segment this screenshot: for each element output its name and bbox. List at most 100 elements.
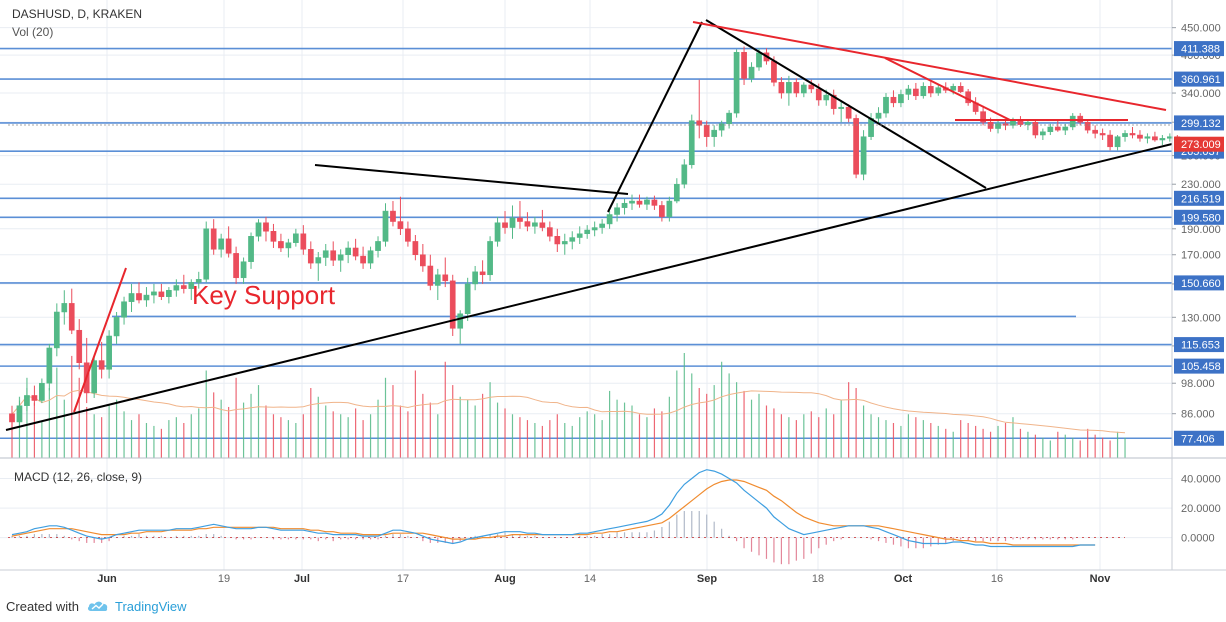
candle [599, 219, 605, 234]
level-label [1174, 41, 1224, 57]
footer: Created with TradingView [0, 590, 1226, 622]
candle [1054, 120, 1061, 132]
level-labels: 411.388360.961299.132265.037216.519199.5… [1174, 41, 1224, 446]
level-label [1174, 190, 1224, 206]
candle [61, 290, 68, 325]
candle [621, 198, 628, 215]
time-axis[interactable]: Jun 19 Jul 17 Aug 14 Sep 18 Oct 16 Nov [97, 573, 1111, 585]
tradingview-cloud-icon[interactable] [87, 599, 109, 613]
candle [651, 195, 658, 210]
candle [322, 244, 329, 266]
volume-label: Vol (20) [12, 25, 53, 39]
candle [487, 236, 493, 281]
candle [1144, 133, 1151, 144]
candle [778, 77, 785, 99]
price-tick-label: 450.000 [1181, 23, 1221, 35]
candle [166, 287, 172, 304]
candle [927, 81, 934, 98]
candle [278, 233, 284, 253]
candle [681, 159, 688, 189]
candle [673, 178, 680, 204]
early-rally-trendline [73, 267, 127, 413]
candle [472, 265, 478, 291]
date-tick-label: Aug [494, 573, 515, 585]
level-label-text: 105.458 [1181, 361, 1221, 373]
level-label-text: 411.388 [1181, 44, 1220, 56]
candle [509, 205, 516, 239]
candle [180, 274, 187, 294]
candle [711, 125, 718, 147]
level-label [1174, 115, 1224, 131]
candle [16, 400, 23, 428]
candle [39, 378, 45, 404]
candle [53, 303, 60, 357]
candle [24, 388, 30, 411]
price-tick-label: 340.000 [1181, 88, 1221, 100]
candle [606, 211, 613, 229]
candle [576, 226, 583, 245]
candle [158, 283, 165, 301]
candle [1062, 123, 1069, 136]
candle [1107, 130, 1113, 151]
date-tick-label: Nov [1090, 573, 1112, 585]
candle [786, 75, 792, 106]
candle [845, 104, 852, 123]
price-tick-label: 190.000 [1181, 224, 1221, 236]
candle [561, 233, 568, 255]
candle [532, 216, 538, 234]
candle [1047, 123, 1054, 136]
candle [793, 78, 800, 98]
candle [464, 277, 471, 321]
candle [494, 216, 501, 247]
created-with-text: Created with [6, 598, 79, 614]
candle [1122, 130, 1128, 142]
current-price-label-text: 273.009 [1181, 139, 1221, 151]
short-descending-trendline [884, 57, 1011, 121]
candle [106, 330, 112, 379]
candle [591, 221, 598, 237]
candle [218, 233, 225, 258]
candle [397, 196, 404, 236]
candle [1032, 119, 1039, 139]
level-label-text: 115.653 [1181, 340, 1220, 352]
tradingview-brand[interactable]: TradingView [114, 598, 187, 614]
macd-tick-label: 0.0000 [1181, 533, 1215, 545]
candle [748, 62, 755, 83]
level-label [1174, 358, 1224, 374]
candle [898, 89, 904, 108]
macd-line [11, 469, 1096, 548]
candle [91, 356, 98, 398]
candle [248, 232, 254, 269]
candle [830, 89, 837, 115]
current-price-label [1174, 136, 1224, 152]
candle [913, 82, 919, 101]
candle [905, 84, 912, 101]
candle [629, 194, 635, 210]
decline-trendline [705, 19, 987, 189]
candle [718, 120, 725, 137]
candle [584, 225, 591, 239]
candle [1099, 128, 1106, 141]
level-label-text: 150.660 [1181, 278, 1221, 290]
candle [9, 405, 15, 431]
candle [920, 82, 927, 99]
date-tick-label: 19 [218, 573, 230, 585]
candle [853, 114, 859, 179]
candle [293, 228, 299, 247]
candle [345, 241, 351, 264]
candle [352, 238, 359, 261]
candle [46, 343, 53, 391]
level-label-text: 299.132 [1181, 118, 1221, 130]
candle [980, 105, 986, 126]
volume-bars [11, 353, 1126, 458]
candle [890, 90, 897, 108]
candle [479, 260, 486, 284]
macd-axis[interactable]: 40.0000 20.0000 0.0000 [1181, 474, 1221, 545]
level-label [1174, 209, 1224, 225]
chart[interactable]: Key Support 450.000400.000340.000300.000… [0, 0, 1226, 590]
candle [98, 341, 105, 379]
price-tick-label: 230.000 [1181, 179, 1221, 191]
candle [31, 385, 38, 406]
candle [883, 93, 889, 118]
candle [935, 84, 942, 96]
